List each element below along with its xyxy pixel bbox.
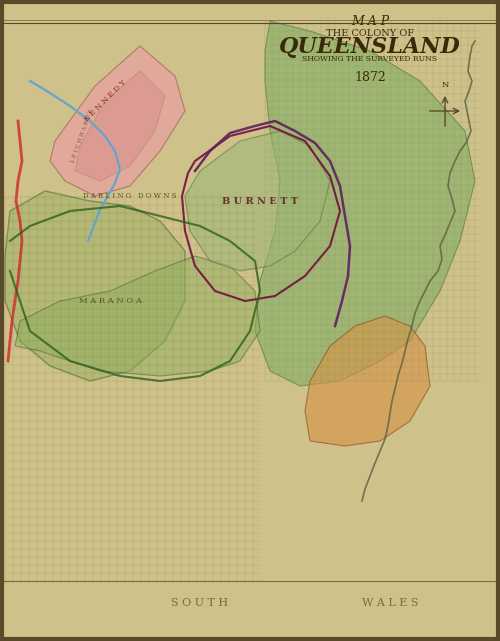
Polygon shape [255, 21, 475, 386]
Text: M A P: M A P [351, 15, 389, 28]
Text: B U R N E T T: B U R N E T T [222, 197, 298, 206]
Polygon shape [5, 191, 185, 381]
Polygon shape [50, 46, 185, 196]
Text: N: N [442, 81, 448, 89]
Text: THE COLONY OF: THE COLONY OF [326, 28, 414, 38]
Polygon shape [185, 131, 330, 271]
Text: D A R L I N G   D O W N S: D A R L I N G D O W N S [83, 192, 177, 200]
Text: M A R A N O A: M A R A N O A [78, 297, 142, 305]
Polygon shape [75, 71, 165, 181]
Text: L E I C H H A R D T: L E I C H H A R D T [70, 109, 94, 163]
Text: W A L E S: W A L E S [362, 598, 418, 608]
Text: S O U T H: S O U T H [172, 598, 228, 608]
Text: 1872: 1872 [354, 71, 386, 83]
Polygon shape [15, 256, 260, 376]
Text: SHOWING THE SURVEYED RUNS: SHOWING THE SURVEYED RUNS [302, 55, 438, 63]
Text: QUEENSLAND: QUEENSLAND [279, 36, 461, 58]
Text: K E N N E D Y: K E N N E D Y [82, 78, 128, 124]
Polygon shape [305, 316, 430, 446]
